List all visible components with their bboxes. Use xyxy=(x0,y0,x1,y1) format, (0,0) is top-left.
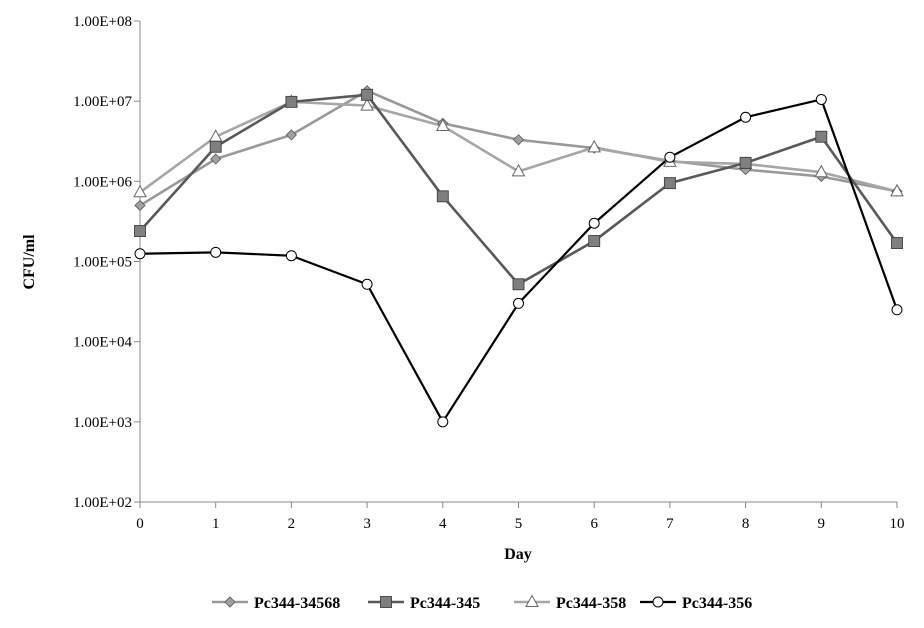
legend-label: Pc344-358 xyxy=(556,595,626,612)
legend: Pc344-34568 Pc344-345 Pc344-358 Pc344-356 xyxy=(212,594,752,612)
data-point-triangle xyxy=(814,164,829,178)
legend-item-square: Pc344-345 xyxy=(368,595,480,612)
legend-item-diamond: Pc344-34568 xyxy=(212,595,340,612)
data-point-circle xyxy=(513,297,524,309)
y-axis-title: CFU/ml xyxy=(21,234,38,290)
data-point-circle xyxy=(361,278,373,290)
x-tick-label: 1 xyxy=(212,516,220,532)
data-point-triangle xyxy=(890,183,904,197)
series-line-square xyxy=(139,93,899,286)
x-tick-label: 5 xyxy=(515,516,523,532)
legend-swatch-marker xyxy=(380,596,392,608)
y-tick-label: 1.00E+04 xyxy=(73,335,132,351)
data-point-square xyxy=(663,177,676,190)
y-tick-label: 1.00E+05 xyxy=(73,255,132,271)
data-point-circle xyxy=(210,246,222,258)
data-point-circle xyxy=(891,304,903,316)
data-point-circle xyxy=(664,151,676,163)
x-tick-label: 9 xyxy=(818,516,826,532)
data-point-circle xyxy=(815,93,827,105)
x-tick-label: 3 xyxy=(363,516,371,532)
y-tick-label: 1.00E+02 xyxy=(73,495,132,511)
x-tick-label: 0 xyxy=(136,516,144,532)
data-point-circle xyxy=(134,248,146,260)
x-tick-label: 10 xyxy=(890,516,905,532)
data-point-square xyxy=(285,95,298,108)
data-point-triangle xyxy=(435,118,450,132)
data-point-square xyxy=(512,278,525,291)
data-point-circle xyxy=(285,250,297,262)
x-axis-title: Day xyxy=(504,546,532,563)
legend-swatch-marker xyxy=(224,596,236,608)
data-point-diamond xyxy=(134,199,146,212)
data-point-triangle xyxy=(587,139,602,153)
data-point-circle xyxy=(588,217,600,229)
legend-swatch-marker xyxy=(652,596,664,608)
data-point-circle xyxy=(740,111,752,123)
y-tick-label: 1.00E+03 xyxy=(73,415,132,431)
y-tick-label: 1.00E+08 xyxy=(73,14,132,30)
data-point-triangle xyxy=(360,98,374,111)
legend-swatch-marker xyxy=(525,594,539,607)
x-axis-ticks: 0 1 2 3 4 5 6 7 8 9 10 xyxy=(136,502,905,532)
series-markers xyxy=(133,85,904,428)
legend-label: Pc344-356 xyxy=(682,595,752,612)
y-tick-label: 1.00E+06 xyxy=(73,174,132,190)
legend-label: Pc344-34568 xyxy=(254,595,340,612)
data-point-diamond xyxy=(285,129,297,141)
x-tick-label: 2 xyxy=(288,516,296,532)
x-tick-label: 7 xyxy=(666,516,674,532)
data-point-diamond xyxy=(210,153,222,165)
data-point-square xyxy=(209,140,222,153)
legend-item-triangle: Pc344-358 xyxy=(514,594,626,612)
data-point-diamond xyxy=(512,134,525,146)
data-point-square xyxy=(815,130,828,143)
x-tick-label: 8 xyxy=(742,516,750,532)
data-point-square xyxy=(739,156,752,169)
data-point-triangle xyxy=(133,184,147,198)
data-point-circle xyxy=(437,416,449,428)
legend-item-circle: Pc344-356 xyxy=(640,595,752,612)
data-point-square xyxy=(134,225,146,237)
x-tick-label: 6 xyxy=(590,516,598,532)
data-point-square xyxy=(436,190,449,203)
x-tick-label: 4 xyxy=(439,516,447,532)
data-point-square xyxy=(588,235,601,247)
y-tick-label: 1.00E+07 xyxy=(73,94,132,110)
data-point-square xyxy=(891,237,903,249)
y-axis-ticks: 1.00E+02 1.00E+03 1.00E+04 1.00E+05 1.00E+06… xyxy=(73,14,140,511)
data-point-triangle xyxy=(511,163,526,177)
legend-label: Pc344-345 xyxy=(410,595,480,612)
data-point-square xyxy=(361,88,374,101)
